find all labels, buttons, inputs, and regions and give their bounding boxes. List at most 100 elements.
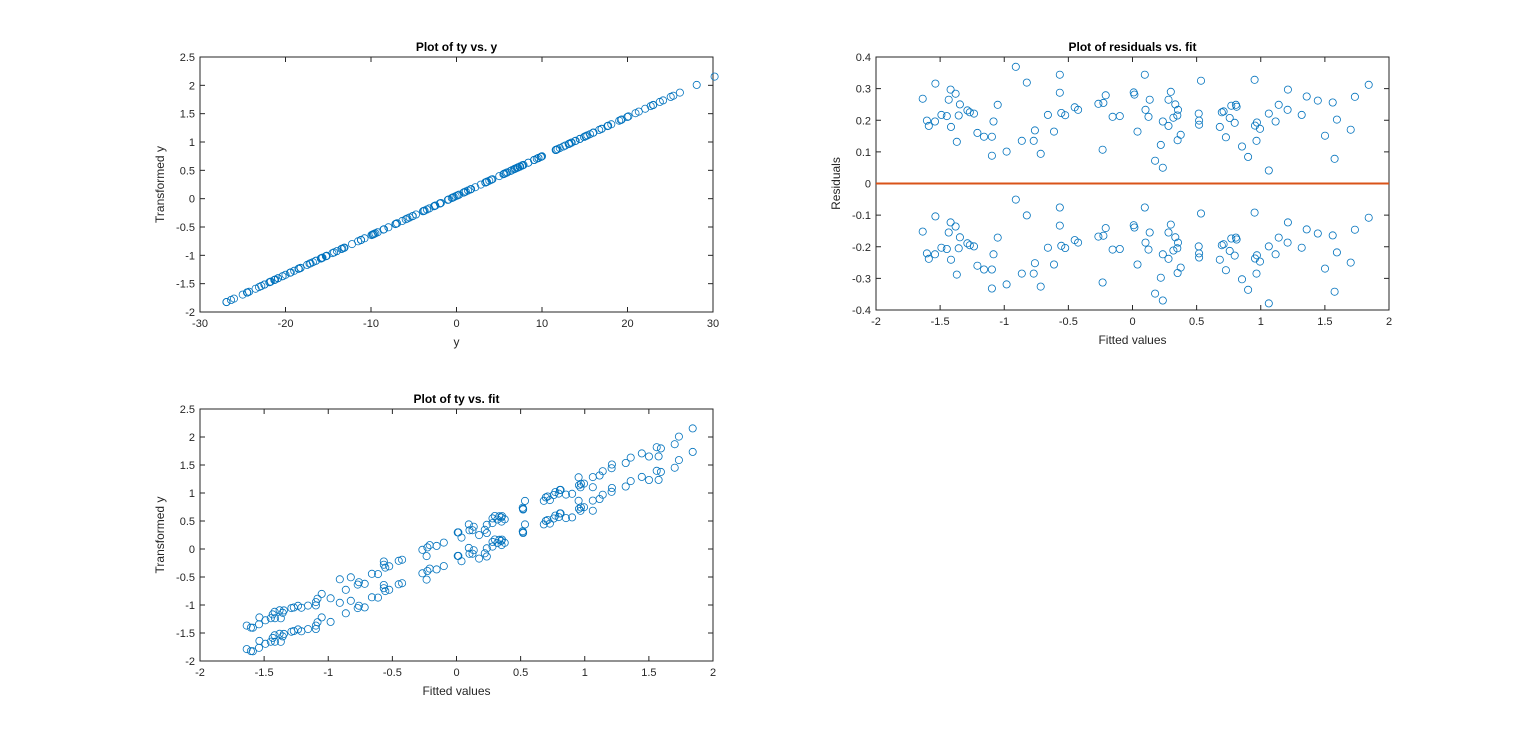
- data-point: [624, 112, 633, 121]
- data-point: [276, 637, 285, 646]
- data-point: [1098, 145, 1107, 154]
- data-point: [341, 609, 350, 618]
- data-point: [403, 214, 412, 223]
- data-point: [335, 598, 344, 607]
- data-point: [1364, 213, 1373, 222]
- data-point: [1094, 232, 1103, 241]
- data-point: [944, 95, 953, 104]
- data-point: [1252, 251, 1261, 260]
- data-point: [931, 212, 940, 221]
- data-point: [1036, 282, 1045, 291]
- y-tick-label: -2: [185, 656, 195, 668]
- data-point: [1264, 166, 1273, 175]
- data-point: [1346, 125, 1355, 134]
- data-point: [289, 627, 298, 636]
- data-point: [1283, 105, 1292, 114]
- data-point: [1158, 250, 1167, 259]
- x-tick-label: -1: [323, 667, 333, 679]
- data-point: [688, 447, 697, 456]
- data-point: [1169, 246, 1178, 255]
- data-point: [963, 239, 972, 248]
- data-point: [1346, 258, 1355, 267]
- data-point: [1133, 127, 1142, 136]
- data-point: [1250, 208, 1259, 217]
- data-point: [1271, 117, 1280, 126]
- data-point: [621, 482, 630, 491]
- data-point: [1215, 255, 1224, 264]
- data-point: [316, 254, 325, 263]
- data-point: [394, 580, 403, 589]
- data-point: [500, 538, 509, 547]
- y-tick-label: 0: [189, 194, 195, 206]
- data-point: [475, 531, 484, 540]
- data-point: [937, 110, 946, 119]
- y-tick-label: 2.5: [180, 52, 195, 64]
- data-point: [367, 231, 376, 240]
- data-point: [1195, 249, 1204, 258]
- chart-title: Plot of ty vs. y: [416, 40, 498, 54]
- data-point: [238, 290, 247, 299]
- data-point: [289, 603, 298, 612]
- data-point: [654, 475, 663, 484]
- data-point: [623, 113, 632, 122]
- data-point: [469, 546, 478, 555]
- data-point: [1264, 242, 1273, 251]
- data-point: [607, 487, 616, 496]
- data-point: [1221, 266, 1230, 275]
- data-point: [439, 562, 448, 571]
- data-point: [575, 504, 584, 513]
- data-point: [598, 490, 607, 499]
- data-point: [454, 190, 463, 199]
- data-point: [1195, 253, 1204, 262]
- data-point: [944, 228, 953, 237]
- data-point: [1074, 105, 1083, 114]
- x-tick-label: 1: [1258, 316, 1264, 328]
- data-point: [270, 637, 279, 646]
- data-point: [1171, 233, 1180, 242]
- x-tick-label: 2: [710, 667, 716, 679]
- y-tick-label: 0.1: [856, 147, 871, 159]
- data-point: [1238, 275, 1247, 284]
- data-point: [1321, 131, 1330, 140]
- data-point: [391, 220, 400, 229]
- data-point: [541, 516, 550, 525]
- data-point: [670, 440, 679, 449]
- data-point: [1011, 195, 1020, 204]
- data-point: [385, 585, 394, 594]
- data-point: [1232, 102, 1241, 111]
- data-point: [952, 270, 961, 279]
- plot-area: [199, 56, 714, 313]
- data-point: [576, 479, 585, 488]
- data-point: [556, 509, 565, 518]
- data-point: [1217, 241, 1226, 250]
- data-point: [1219, 240, 1228, 249]
- data-point: [1283, 85, 1292, 94]
- data-point: [254, 620, 263, 629]
- data-point: [1230, 118, 1239, 127]
- chart-residuals_vs_fit: -2 -1.5 -1 -0.5 0 0.5 1 1.5 2 -0.4 -0.3 -0.2 -0.1 0 0.…: [829, 40, 1392, 347]
- y-tick-label: -0.5: [176, 222, 195, 234]
- data-point: [1297, 243, 1306, 252]
- data-point: [457, 533, 466, 542]
- data-point: [987, 265, 996, 274]
- data-point: [1215, 122, 1224, 131]
- data-point: [381, 563, 390, 572]
- plot-area: [199, 408, 714, 662]
- data-point: [1099, 231, 1108, 240]
- data-point: [1297, 110, 1306, 119]
- data-point: [1050, 260, 1059, 269]
- data-point: [346, 596, 355, 605]
- data-point: [482, 177, 491, 186]
- data-point: [710, 72, 719, 81]
- data-point: [381, 587, 390, 596]
- data-point: [1002, 280, 1011, 289]
- y-tick-label: -1: [185, 600, 195, 612]
- data-point: [1330, 287, 1339, 296]
- data-point: [360, 234, 369, 243]
- data-point: [918, 227, 927, 236]
- y-axis-label: Residuals: [829, 157, 843, 210]
- y-tick-label: 2.5: [180, 404, 195, 416]
- data-point: [1055, 203, 1064, 212]
- data-point: [1313, 229, 1322, 238]
- chart-title: Plot of ty vs. fit: [413, 392, 499, 406]
